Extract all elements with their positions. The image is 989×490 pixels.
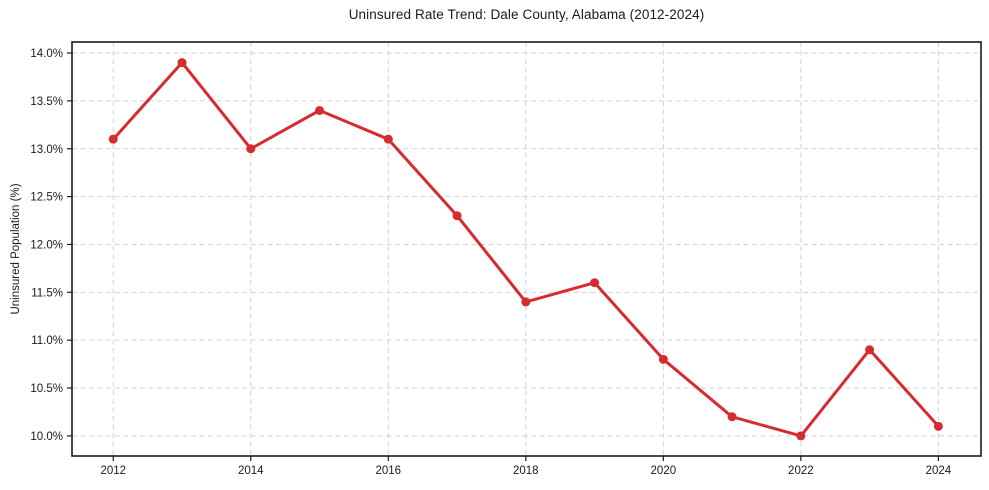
data-point-2022 bbox=[796, 431, 806, 441]
data-point-2023 bbox=[865, 345, 875, 355]
data-point-2016 bbox=[383, 134, 393, 144]
data-point-2015 bbox=[315, 105, 325, 115]
data-point-2021 bbox=[727, 412, 737, 422]
x-tick-label: 2022 bbox=[788, 465, 814, 477]
y-axis-label: Uninsured Population (%) bbox=[10, 183, 22, 315]
data-point-2018 bbox=[521, 297, 531, 307]
data-point-2020 bbox=[658, 354, 668, 364]
y-tick-label: 12.0% bbox=[30, 239, 63, 251]
data-point-2013 bbox=[177, 58, 187, 68]
y-tick-label: 12.5% bbox=[30, 192, 63, 204]
y-tick-label: 14.0% bbox=[30, 48, 63, 60]
y-tick-label: 13.5% bbox=[30, 96, 63, 108]
x-tick-label: 2012 bbox=[100, 465, 126, 477]
y-tick-label: 10.5% bbox=[30, 383, 63, 395]
data-point-2012 bbox=[108, 134, 118, 144]
y-tick-label: 11.0% bbox=[31, 335, 63, 347]
chart-title: Uninsured Rate Trend: Dale County, Alaba… bbox=[348, 7, 705, 22]
plot-border bbox=[71, 41, 982, 457]
y-tick-label: 13.0% bbox=[30, 144, 63, 156]
x-tick-label: 2016 bbox=[375, 465, 401, 477]
y-tick-label: 11.5% bbox=[31, 287, 63, 299]
x-tick-label: 2024 bbox=[926, 465, 952, 477]
x-tick-label: 2014 bbox=[238, 465, 264, 477]
x-tick-label: 2020 bbox=[651, 465, 677, 477]
x-tick-label: 2018 bbox=[513, 465, 539, 477]
data-point-2014 bbox=[246, 144, 256, 154]
data-point-2019 bbox=[590, 278, 600, 288]
data-point-2017 bbox=[452, 211, 462, 221]
y-tick-label: 10.0% bbox=[30, 431, 63, 443]
data-point-2024 bbox=[933, 421, 943, 431]
